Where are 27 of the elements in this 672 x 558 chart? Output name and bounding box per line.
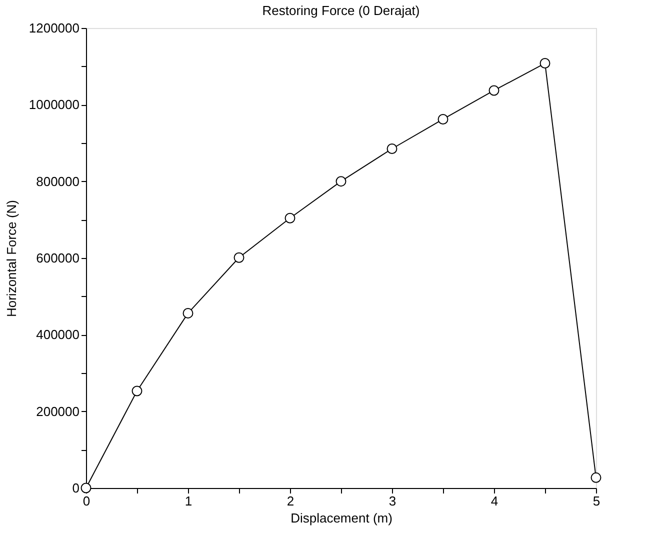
point xyxy=(284,212,296,224)
point xyxy=(590,472,602,483)
x-tick-label: 1 xyxy=(184,494,192,508)
y-tick-label: 1000000 xyxy=(28,97,80,112)
point xyxy=(234,252,244,263)
y-axis-title: Horizontal Force (N) xyxy=(4,200,19,318)
point xyxy=(540,58,550,68)
x-tick-label: 5 xyxy=(592,494,600,508)
y-tick-label: 600000 xyxy=(36,250,80,266)
point xyxy=(438,114,448,124)
point xyxy=(132,386,142,396)
y-tick-label: 200000 xyxy=(36,404,80,419)
x-tick-label: 3 xyxy=(388,494,396,508)
point xyxy=(488,85,500,96)
point xyxy=(182,308,194,318)
y-tick-label: 0 xyxy=(72,480,80,496)
point xyxy=(386,144,398,154)
y-tick-label: 400000 xyxy=(36,327,80,342)
x-axis-title: Displacement (m) xyxy=(290,510,392,526)
x-tick-label: 4 xyxy=(490,494,498,508)
x-tick-label: 0 xyxy=(82,494,90,508)
y-tick-label: 800000 xyxy=(36,174,80,189)
point xyxy=(80,482,92,494)
point xyxy=(336,176,346,187)
y-tick-label: 1200000 xyxy=(28,20,80,36)
chart-title: Restoring Force (0 Derajat) xyxy=(262,3,420,18)
x-tick-label: 2 xyxy=(286,494,294,508)
